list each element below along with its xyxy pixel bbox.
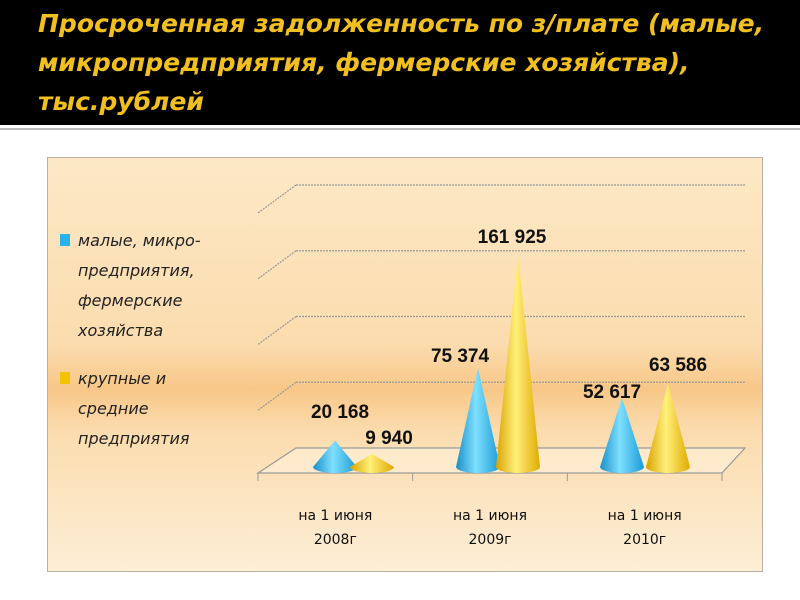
gridline-side <box>257 381 297 411</box>
legend-text: фермерские <box>78 291 183 310</box>
x-tick-label: на 1 июня <box>298 508 372 524</box>
data-label: 52 617 <box>583 382 641 403</box>
cone-small-business <box>456 367 500 473</box>
cone-large-business <box>496 254 540 473</box>
chart-area <box>47 157 763 572</box>
legend-text: хозяйства <box>78 321 164 340</box>
x-tick-label: 2010г <box>623 532 666 548</box>
data-label: 161 925 <box>478 227 547 248</box>
slide-title: Просроченная задолженность по з/плате (м… <box>38 9 765 116</box>
title-bar: Просроченная задолженность по з/плате (м… <box>0 0 800 125</box>
legend-text: предприятия <box>78 429 190 448</box>
gridline-side <box>257 316 297 345</box>
legend-swatch-gold <box>60 372 70 384</box>
legend-swatch-blue <box>60 234 70 246</box>
cone-large-business <box>646 383 690 473</box>
data-label: 20 168 <box>311 402 369 423</box>
legend-text: средние <box>78 399 149 418</box>
x-tick-label: на 1 июня <box>453 508 527 524</box>
data-label: 75 374 <box>431 346 490 367</box>
legend-item-small: малые, микро- предприятия, фермерские хо… <box>60 226 248 346</box>
x-tick-label: 2009г <box>469 532 512 548</box>
legend-text: малые, микро- <box>78 231 201 250</box>
gridline-side <box>257 250 297 280</box>
x-tick-label: 2008г <box>314 532 357 548</box>
cone-large-business <box>350 453 394 473</box>
x-tick-label: на 1 июня <box>608 508 682 524</box>
gridline-side <box>257 184 297 214</box>
divider <box>0 128 800 130</box>
legend-item-large: крупные и средние предприятия <box>60 364 248 454</box>
cone-small-business <box>600 397 644 473</box>
legend-text: крупные и <box>78 369 167 388</box>
cone-small-business <box>313 440 357 473</box>
legend-text: предприятия, <box>78 261 195 280</box>
data-label: 9 940 <box>365 428 413 449</box>
data-label: 63 586 <box>649 355 707 376</box>
